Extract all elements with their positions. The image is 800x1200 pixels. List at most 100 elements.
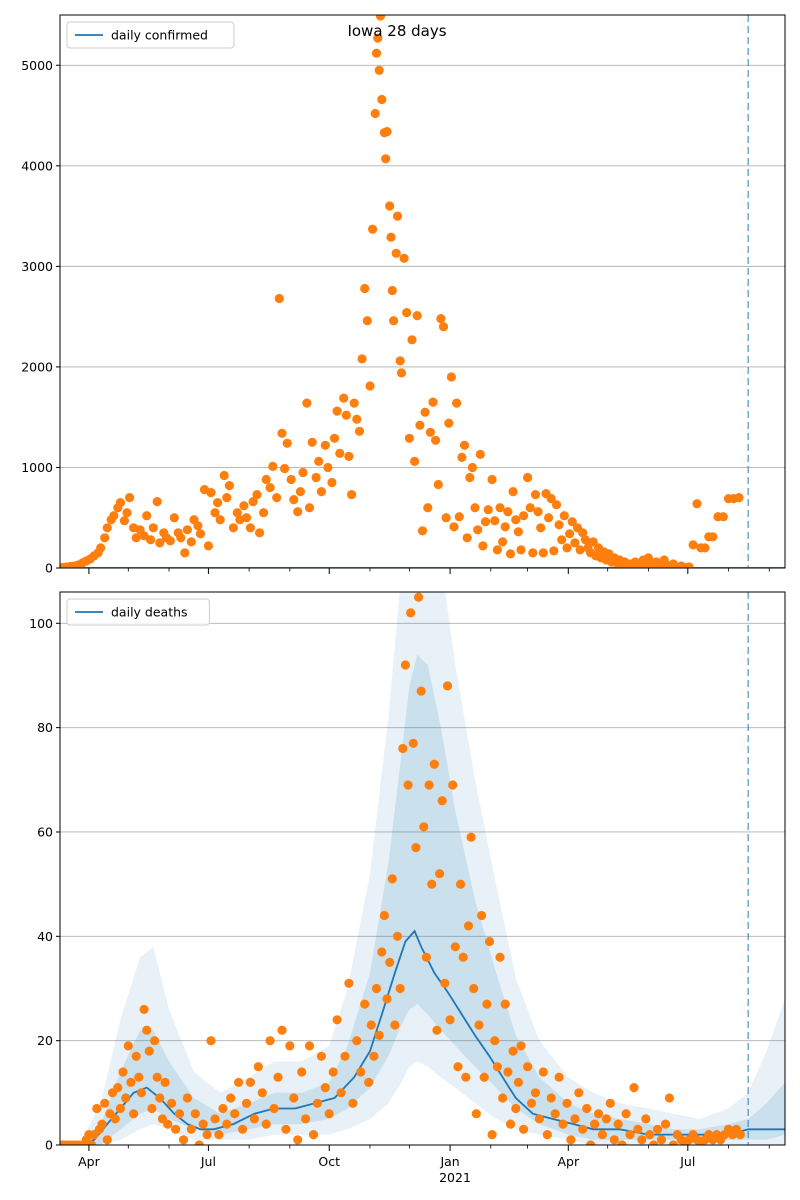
- data-point: [232, 508, 242, 518]
- data-point: [448, 780, 458, 790]
- data-point: [160, 1077, 170, 1087]
- x-year-label: 2021: [439, 1170, 471, 1185]
- data-point: [580, 535, 591, 545]
- data-point: [533, 507, 543, 517]
- y-tick-label: 3000: [21, 259, 53, 274]
- y-tick-label: 100: [29, 616, 53, 631]
- data-point: [323, 462, 333, 473]
- data-point: [248, 497, 258, 507]
- data-point: [171, 1124, 181, 1134]
- data-point: [115, 498, 125, 508]
- data-point: [410, 456, 420, 466]
- data-point: [374, 1030, 384, 1040]
- data-point: [438, 322, 449, 332]
- data-point: [152, 497, 162, 507]
- data-point: [349, 398, 359, 408]
- data-point: [146, 535, 156, 545]
- data-point: [274, 293, 284, 304]
- y-tick-label: 60: [37, 824, 53, 839]
- data-point: [549, 546, 559, 556]
- data-point: [664, 1093, 675, 1103]
- data-point: [402, 308, 412, 318]
- data-point: [341, 410, 351, 420]
- data-point: [224, 481, 234, 491]
- data-point: [734, 493, 744, 503]
- data-point: [508, 487, 518, 497]
- x-tick-label: Jul: [200, 1154, 216, 1169]
- deaths-panel: 0 20 40 60 80 100 Apr Jul Oct Jan Apr Jul daily deat…: [29, 591, 786, 1169]
- data-point: [150, 1036, 160, 1046]
- data-point: [180, 548, 190, 558]
- data-point: [249, 1114, 259, 1124]
- data-point: [557, 535, 567, 545]
- data-point: [423, 503, 433, 513]
- data-point: [195, 529, 206, 539]
- data-point: [668, 1140, 678, 1145]
- data-point: [735, 1130, 745, 1140]
- data-point: [335, 448, 345, 458]
- data-point: [523, 472, 533, 483]
- data-point: [453, 1062, 463, 1072]
- data-point: [495, 952, 505, 962]
- data-point: [437, 796, 447, 806]
- data-point: [190, 1109, 200, 1119]
- data-point: [329, 433, 340, 443]
- data-point: [119, 516, 129, 526]
- data-point: [213, 498, 223, 508]
- data-point: [293, 507, 303, 517]
- data-point: [471, 1109, 481, 1119]
- data-point: [475, 449, 485, 459]
- data-point: [421, 952, 431, 962]
- data-point: [295, 487, 305, 497]
- data-point: [219, 470, 229, 481]
- data-point: [700, 543, 710, 553]
- data-point: [593, 1109, 604, 1119]
- data-point: [528, 548, 538, 558]
- data-point: [374, 65, 384, 75]
- y-tick-label: 1000: [21, 460, 53, 475]
- data-point: [641, 1114, 651, 1124]
- data-point: [385, 957, 395, 968]
- data-point: [492, 545, 502, 555]
- data-point: [118, 1067, 128, 1077]
- uncertainty-band-inner: [60, 654, 785, 1145]
- data-point: [365, 381, 375, 391]
- data-point: [473, 525, 483, 535]
- legend-label: daily deaths: [111, 605, 188, 620]
- data-point: [466, 832, 476, 842]
- data-point: [253, 1062, 263, 1072]
- data-point: [375, 15, 386, 21]
- x-tick-label: Apr: [78, 1154, 100, 1169]
- plot-area: [60, 15, 785, 568]
- data-point: [412, 311, 422, 321]
- data-point: [609, 1135, 619, 1145]
- data-point: [234, 1077, 244, 1087]
- data-point: [308, 1130, 319, 1140]
- data-point: [241, 1098, 252, 1108]
- data-point: [136, 1088, 146, 1098]
- data-point: [332, 1015, 342, 1025]
- data-point: [198, 1119, 208, 1129]
- x-tick-label: Apr: [557, 1154, 579, 1169]
- data-point: [182, 525, 192, 535]
- data-point: [554, 1072, 564, 1082]
- data-point: [452, 398, 462, 408]
- axes-frame: [59, 14, 786, 569]
- data-point: [320, 440, 330, 450]
- data-point: [495, 503, 505, 513]
- data-point: [86, 1140, 97, 1145]
- data-point: [178, 1135, 189, 1145]
- data-point: [176, 533, 186, 543]
- data-point: [404, 433, 414, 443]
- data-point: [328, 1067, 338, 1077]
- data-point: [578, 1124, 588, 1134]
- data-point: [245, 523, 255, 533]
- data-point: [407, 335, 417, 345]
- data-point: [446, 372, 456, 382]
- data-point: [230, 1109, 240, 1119]
- data-point: [565, 529, 575, 539]
- data-point: [395, 983, 405, 994]
- data-point: [298, 467, 308, 478]
- data-point: [193, 521, 203, 531]
- data-point: [441, 513, 451, 523]
